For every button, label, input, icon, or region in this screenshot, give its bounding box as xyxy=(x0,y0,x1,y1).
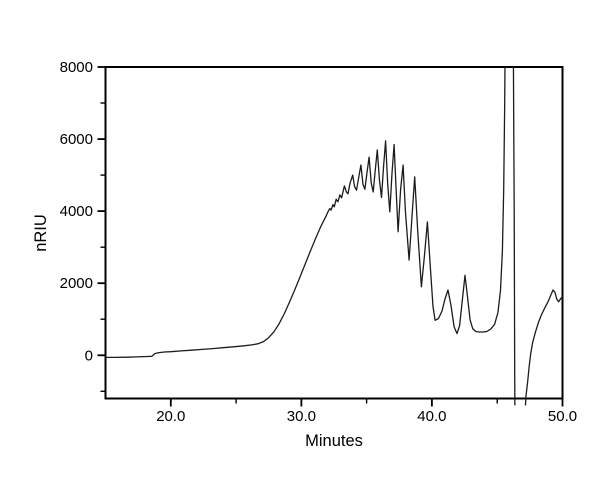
y-tick-label: 2000 xyxy=(60,275,93,292)
x-tick-label: 30.0 xyxy=(287,408,316,425)
y-tick-label: 0 xyxy=(85,347,93,364)
x-tick-label: 20.0 xyxy=(156,408,185,425)
y-tick-label: 8000 xyxy=(60,59,93,76)
x-tick-label: 50.0 xyxy=(548,408,577,425)
signal-trace xyxy=(105,67,564,406)
y-tick-label: 4000 xyxy=(60,203,93,220)
y-tick-label: 6000 xyxy=(60,131,93,148)
plot-frame xyxy=(104,66,564,400)
y-axis-label: nRIU xyxy=(32,214,50,252)
x-tick-label: 40.0 xyxy=(417,408,446,425)
x-axis-label: Minutes xyxy=(305,432,363,450)
plot-area: 20.0 30.0 40.0 50.0 0 2000 4000 6000 8000 xyxy=(60,59,577,425)
